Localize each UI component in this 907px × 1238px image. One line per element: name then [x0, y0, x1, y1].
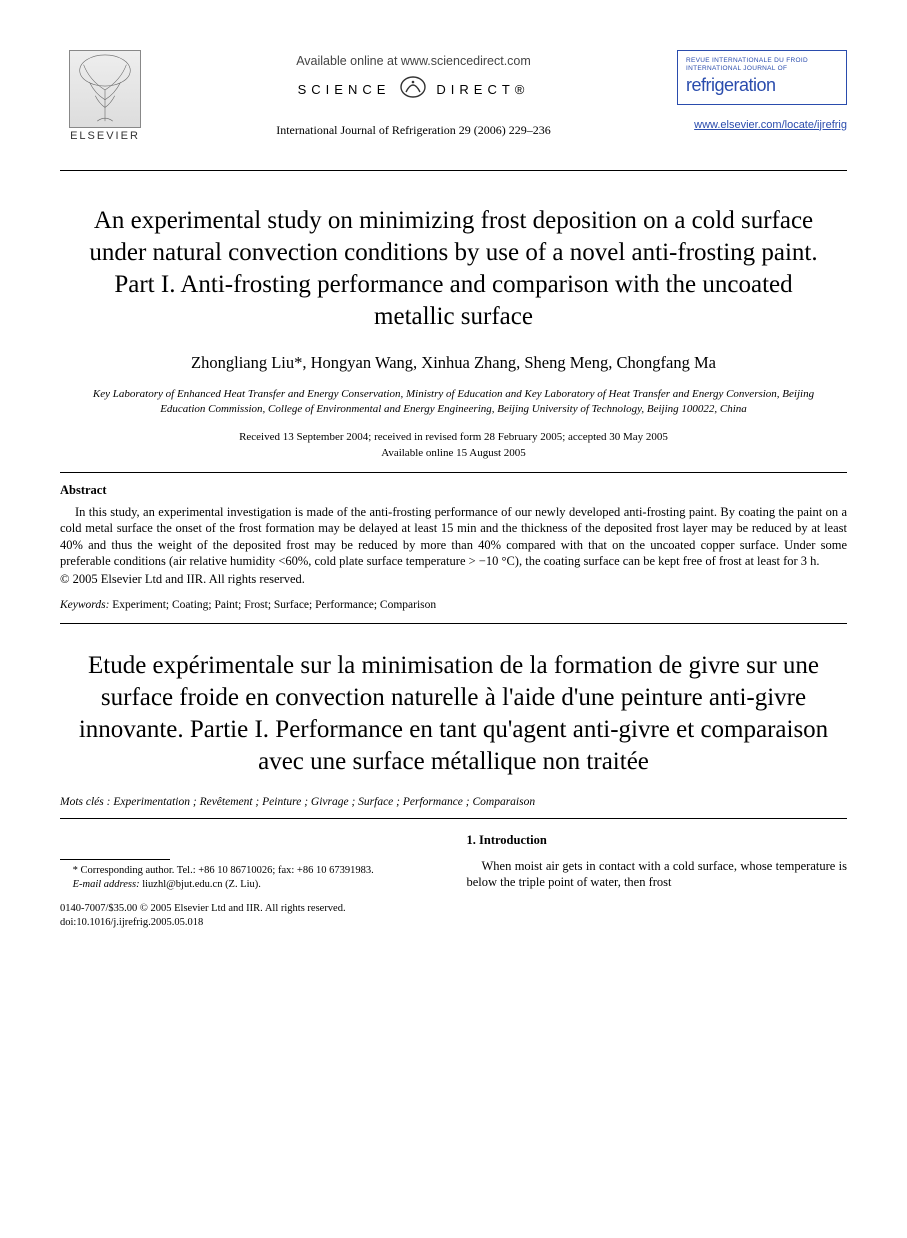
publisher-name: ELSEVIER	[60, 130, 150, 142]
journal-title-box: REVUE INTERNATIONALE DU FROID INTERNATIO…	[677, 50, 847, 105]
footnote-email: liuzhl@bjut.edu.cn (Z. Liu).	[140, 879, 261, 890]
abstract-top-rule	[60, 472, 847, 473]
abstract-heading: Abstract	[60, 483, 847, 498]
journal-box-title: refrigeration	[686, 75, 838, 96]
locate-link[interactable]: www.elsevier.com/locate/ijrefrig	[694, 119, 847, 131]
publisher-logo-block: ELSEVIER	[60, 50, 150, 142]
dates-received: Received 13 September 2004; received in …	[60, 429, 847, 446]
copyright-line: © 2005 Elsevier Ltd and IIR. All rights …	[60, 572, 847, 587]
footnote-email-line: E-mail address: liuzhl@bjut.edu.cn (Z. L…	[60, 878, 441, 892]
sd-right: DIRECT®	[436, 82, 529, 97]
available-online-text: Available online at www.sciencedirect.co…	[150, 54, 677, 68]
footnote-corr-text: * Corresponding author. Tel.: +86 10 867…	[60, 864, 441, 878]
abstract-body: In this study, an experimental investiga…	[60, 504, 847, 570]
left-column: * Corresponding author. Tel.: +86 10 867…	[60, 833, 441, 930]
header-rule	[60, 170, 847, 171]
footnote-email-label: E-mail address:	[73, 879, 140, 890]
page-header: ELSEVIER Available online at www.science…	[60, 50, 847, 142]
article-dates: Received 13 September 2004; received in …	[60, 429, 847, 462]
mots-cles-line: Mots clés : Experimentation ; Revêtement…	[60, 796, 847, 808]
journal-box-line1: REVUE INTERNATIONALE DU FROID	[686, 57, 838, 65]
footer-doi: doi:10.1016/j.ijrefrig.2005.05.018	[60, 916, 441, 930]
header-right: REVUE INTERNATIONALE DU FROID INTERNATIO…	[677, 50, 847, 133]
keywords-line: Keywords: Experiment; Coating; Paint; Fr…	[60, 599, 847, 611]
header-center: Available online at www.sciencedirect.co…	[150, 50, 677, 138]
sd-swirl-icon	[398, 74, 428, 105]
keywords-label: Keywords:	[60, 599, 109, 611]
introduction-heading: 1. Introduction	[467, 833, 848, 848]
authors-line: Zhongliang Liu*, Hongyan Wang, Xinhua Zh…	[60, 353, 847, 373]
footer-copyright: 0140-7007/$35.00 © 2005 Elsevier Ltd and…	[60, 902, 441, 916]
sd-left: SCIENCE	[298, 82, 391, 97]
abstract-bottom-rule	[60, 623, 847, 624]
article-title-en: An experimental study on minimizing fros…	[80, 205, 827, 333]
journal-box-line2: INTERNATIONAL JOURNAL OF	[686, 65, 838, 73]
affiliation: Key Laboratory of Enhanced Heat Transfer…	[90, 387, 817, 417]
mots-label: Mots clés :	[60, 796, 110, 808]
right-column: 1. Introduction When moist air gets in c…	[467, 833, 848, 930]
footnote-rule	[60, 859, 170, 860]
elsevier-tree-icon	[69, 50, 141, 128]
journal-reference: International Journal of Refrigeration 2…	[150, 123, 677, 138]
introduction-body: When moist air gets in contact with a co…	[467, 858, 848, 891]
sciencedirect-logo: SCIENCE DIRECT®	[150, 74, 677, 105]
dates-online: Available online 15 August 2005	[60, 445, 847, 462]
bottom-two-column: * Corresponding author. Tel.: +86 10 867…	[60, 833, 847, 930]
corresponding-footnote: * Corresponding author. Tel.: +86 10 867…	[60, 864, 441, 892]
footer-block: 0140-7007/$35.00 © 2005 Elsevier Ltd and…	[60, 902, 441, 929]
keywords-text: Experiment; Coating; Paint; Frost; Surfa…	[109, 599, 436, 611]
french-bottom-rule	[60, 818, 847, 819]
article-title-fr: Etude expérimentale sur la minimisation …	[70, 650, 837, 778]
mots-text: Experimentation ; Revêtement ; Peinture …	[110, 796, 535, 808]
